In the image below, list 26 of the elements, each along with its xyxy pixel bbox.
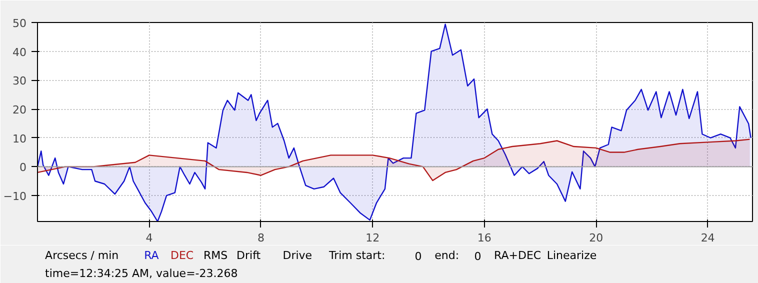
y-tick-label: −10: [3, 190, 27, 204]
y-tick-label: 0: [20, 161, 26, 174]
y-tick-label: 50: [12, 17, 27, 30]
y-tick-label: 40: [12, 46, 27, 59]
text: RMS: [204, 249, 228, 262]
text: 0: [474, 250, 482, 263]
text: RA: [144, 249, 160, 262]
text: 0: [414, 250, 422, 263]
text: Drive: [282, 249, 312, 262]
x-tick-label: 8: [257, 232, 264, 244]
y-tick-label: 10: [12, 132, 27, 146]
x-tick-label: 16: [477, 232, 492, 244]
x-tick-label: 24: [700, 232, 715, 244]
text: RA+DEC: [494, 249, 542, 262]
text: end:: [434, 249, 460, 262]
y-tick-label: 20: [12, 104, 27, 117]
y-tick-label: 30: [12, 74, 27, 88]
text: time=12:34:25 AM, value=-23.268: [45, 267, 238, 280]
text: Drift: [236, 249, 262, 262]
text: Arcsecs / min: [45, 249, 119, 262]
text: DEC: [170, 249, 194, 262]
x-tick-label: 20: [589, 232, 604, 244]
text: Linearize: [546, 249, 597, 262]
x-tick-label: 4: [146, 232, 153, 244]
x-tick-label: 12: [366, 232, 380, 244]
text: Trim start:: [328, 249, 386, 262]
